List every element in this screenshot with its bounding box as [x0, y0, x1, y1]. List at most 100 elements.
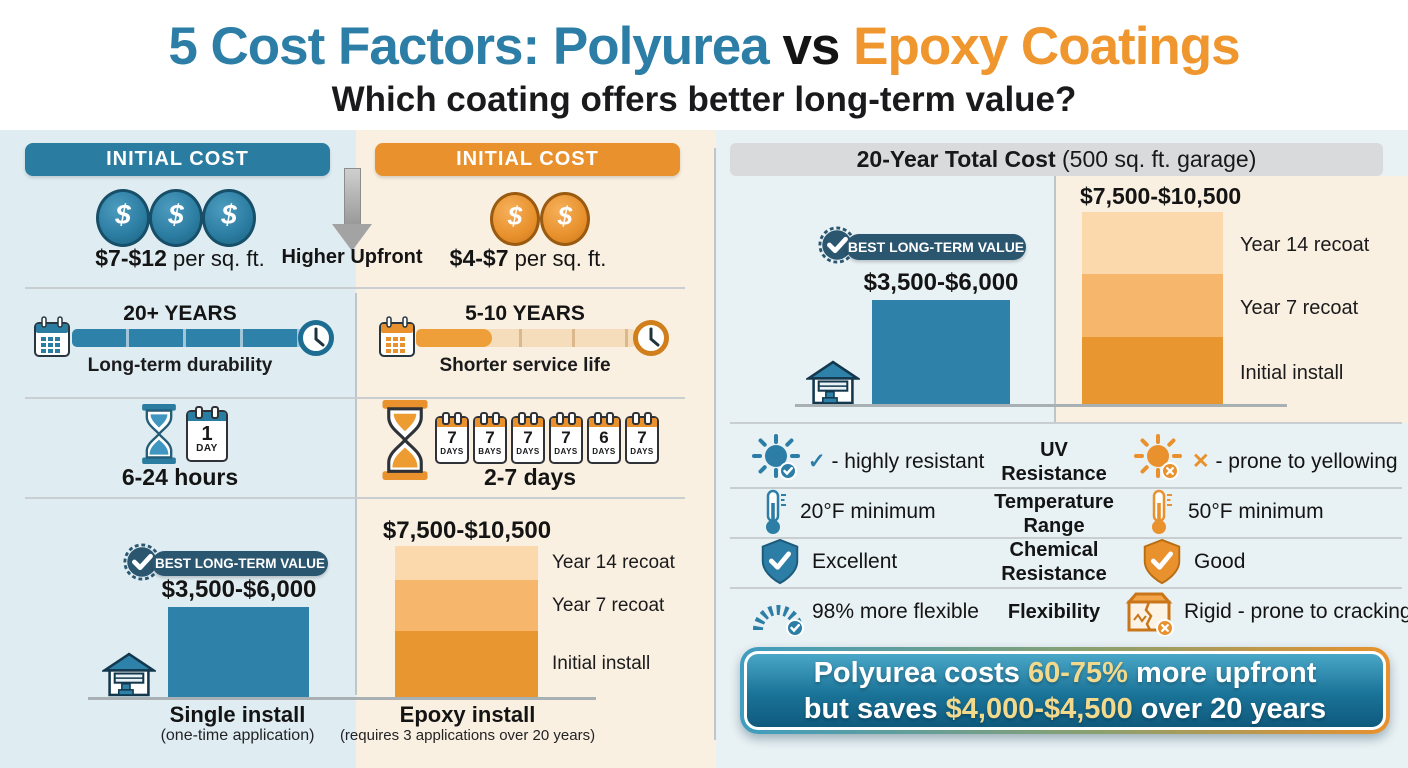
- factor-line1: Chemical: [1009, 539, 1099, 561]
- divider: [730, 587, 1402, 589]
- clock-icon: [631, 318, 671, 363]
- factor-chemical-resistance: Chemical Resistance: [954, 538, 1154, 586]
- calendar-day-number: 7: [447, 428, 457, 447]
- dollar-coin-icon: $: [149, 189, 203, 247]
- page-subtitle: Which coating offers better long-term va…: [331, 80, 1077, 119]
- award-seal-icon: [123, 543, 161, 586]
- callout-text: more upfront: [1127, 656, 1317, 689]
- dollar-coin-icon: $: [96, 189, 150, 247]
- callout-text: over 20 years: [1132, 692, 1327, 725]
- calendar-day-unit: DAYS: [516, 447, 540, 456]
- right-epoxy-value: $7,500-$10,500: [1080, 183, 1242, 209]
- factor-line2: Range: [1023, 515, 1085, 537]
- calendar-day-number: 6: [599, 428, 609, 447]
- sun-cross-icon: [1134, 434, 1182, 487]
- page-title: 5 Cost Factors: Polyurea vs Epoxy Coatin…: [0, 16, 1408, 77]
- callout-line1: Polyurea costs 60-75% more upfront: [814, 655, 1317, 691]
- segment-label-year14: Year 14 recoat: [1240, 234, 1370, 256]
- factor-line2: Resistance: [1001, 563, 1107, 585]
- dollar-coin-icon: $: [540, 192, 590, 246]
- hourglass-icon: [380, 400, 430, 485]
- divider: [730, 487, 1402, 489]
- calendar-icon: [33, 316, 71, 363]
- polyurea-flexibility-text: 98% more flexible: [812, 600, 979, 623]
- polyurea-uv-text: ✓ - highly resistant: [808, 449, 984, 474]
- best-value-badge: BEST LONG-TERM VALUE: [846, 234, 1026, 260]
- epoxy-flexibility-text: Rigid - prone to cracking: [1184, 600, 1408, 623]
- left-chart-baseline: [88, 697, 596, 700]
- callout-highlight: $4,000-$4,500: [945, 692, 1133, 725]
- calendar-day-number: 7: [637, 428, 647, 447]
- dollar-coin-icon: $: [490, 192, 540, 246]
- epoxy-segment-year14: [1082, 212, 1223, 274]
- epoxy-segment-initial: [395, 631, 538, 698]
- epoxy-durability-label: Shorter service life: [439, 355, 611, 376]
- epoxy-segment-year7: [1082, 274, 1223, 337]
- polyurea-temp-text: 20°F minimum: [800, 500, 936, 523]
- polyurea-price: $7-$12 per sq. ft.: [25, 245, 335, 272]
- callout-text: but saves: [803, 692, 946, 725]
- factor-line1: UV: [1040, 439, 1068, 461]
- epoxy-segment-initial: [1082, 337, 1223, 405]
- epoxy-initial-cost-header: INITIAL COST: [375, 143, 680, 176]
- epoxy-uv-text: ✕ - prone to yellowing: [1192, 449, 1398, 474]
- polyurea-chemical-text: Excellent: [812, 550, 898, 573]
- title-vs: vs: [768, 17, 854, 76]
- dollar-coin-icon: $: [202, 189, 256, 247]
- week-calendar-icon: 7 DAYS: [549, 412, 583, 464]
- best-value-badge: BEST LONG-TERM VALUE: [152, 551, 328, 576]
- divider: [25, 287, 685, 289]
- epoxy-bar-label: Epoxy install: [399, 702, 536, 727]
- epoxy-chemical-text: Good: [1194, 550, 1246, 573]
- sun-check-icon: [752, 434, 800, 487]
- calendar-day-unit: DAYS: [592, 447, 616, 456]
- calendar-day-unit: DAYS: [630, 447, 654, 456]
- calendar-day-unit: DAY: [196, 443, 218, 454]
- polyurea-durability-label: Long-term durability: [87, 355, 273, 376]
- shield-check-icon: [1140, 538, 1184, 591]
- segment-label-year7: Year 7 recoat: [1240, 297, 1359, 319]
- higher-upfront-label: Higher Upfront: [281, 246, 423, 268]
- epoxy-bar-sublabel: (requires 3 applications over 20 years): [339, 727, 596, 744]
- polyurea-durability-years: 20+ YEARS: [123, 302, 237, 325]
- check-mark: ✓: [808, 450, 826, 473]
- polyurea-install-time: 6-24 hours: [121, 464, 239, 490]
- title-epoxy-part: Epoxy Coatings: [853, 17, 1241, 76]
- right-panel-divider: [714, 148, 716, 740]
- epoxy-cost-stacked-bar: [395, 546, 538, 698]
- factor-flexibility: Flexibility: [954, 600, 1154, 624]
- epoxy-price-unit: per sq. ft.: [508, 246, 607, 271]
- polyurea-cost-bar: [168, 607, 309, 698]
- clock-icon: [296, 318, 336, 363]
- calendar-day-number: 7: [523, 428, 533, 447]
- epoxy-segment-year14: [395, 546, 538, 580]
- right-polyurea-value: $3,500-$6,000: [863, 269, 1019, 296]
- week-calendar-icon: 6 DAYS: [587, 412, 621, 464]
- divider: [730, 422, 1402, 424]
- flexible-spring-icon: [750, 590, 806, 641]
- callout-text: Polyurea costs: [813, 656, 1028, 689]
- polyurea-durability-bar: [72, 329, 304, 347]
- garage-icon: [100, 650, 158, 702]
- chart-halves-divider: [1054, 176, 1056, 422]
- polyurea-price-unit: per sq. ft.: [166, 246, 265, 271]
- uv-value: - highly resistant: [831, 450, 985, 473]
- uv-value: - prone to yellowing: [1215, 450, 1398, 473]
- cracked-box-icon: [1122, 590, 1176, 641]
- epoxy-durability-years: 5-10 YEARS: [465, 302, 585, 325]
- polyurea-cost-value: $3,500-$6,000: [161, 576, 317, 603]
- right-polyurea-bar: [872, 300, 1010, 405]
- calendar-day-number: 7: [485, 428, 495, 447]
- summary-callout: Polyurea costs 60-75% more upfront but s…: [740, 647, 1390, 734]
- callout-highlight: 60-75%: [1027, 656, 1128, 689]
- down-arrow-icon: [344, 168, 361, 226]
- segment-label-initial: Initial install: [1240, 362, 1344, 384]
- divider: [730, 537, 1402, 539]
- factor-line1: Temperature: [994, 491, 1114, 513]
- divider: [25, 497, 685, 499]
- left-columns-divider: [355, 293, 357, 695]
- week-calendar-icon: 7 DAYS: [625, 412, 659, 464]
- cross-mark: ✕: [1192, 450, 1210, 473]
- week-calendar-icon: 7 BAYS: [473, 412, 507, 464]
